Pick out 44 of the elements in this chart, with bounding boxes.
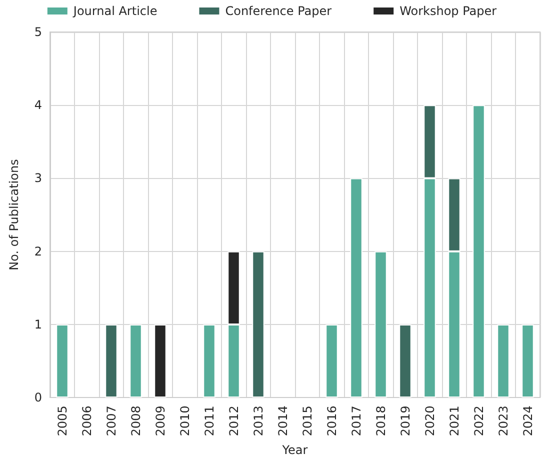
y-axis-title: No. of Publications (7, 159, 21, 270)
bar (154, 324, 166, 398)
x-tick-label: 2009 (153, 406, 168, 436)
legend-label: Journal Article (72, 4, 158, 18)
x-tick-label: 2005 (55, 406, 70, 436)
y-tick-label: 4 (34, 98, 42, 112)
y-tick-label: 5 (34, 25, 42, 39)
bar (399, 324, 412, 398)
bar (326, 324, 338, 398)
x-tick-label: 2024 (520, 406, 535, 436)
bar (130, 324, 142, 398)
legend-label: Workshop Paper (400, 4, 497, 18)
x-tick-label: 2016 (324, 406, 339, 436)
x-tick-label: 2010 (178, 406, 192, 436)
bar (522, 324, 534, 398)
x-tick-label: 2012 (226, 406, 241, 436)
bar (350, 178, 362, 398)
x-tick-label: 2007 (104, 406, 118, 436)
x-tick-label: 2018 (374, 406, 388, 436)
bar (374, 251, 387, 398)
x-tick-label: 2011 (202, 406, 216, 436)
x-tick-label: 2015 (300, 406, 314, 436)
x-tick-label: 2020 (422, 406, 437, 436)
y-tick-label: 1 (34, 317, 42, 332)
bar (105, 324, 118, 398)
bar (472, 105, 485, 398)
bar (203, 324, 216, 398)
y-tick-label: 3 (34, 171, 42, 186)
bar (252, 251, 264, 398)
x-tick-label: 2013 (251, 406, 266, 436)
x-axis-title: Year (281, 443, 308, 457)
x-tick-label: 2022 (472, 406, 486, 436)
x-tick-label: 2023 (496, 406, 510, 436)
y-tick-label: 2 (34, 244, 42, 258)
legend-label: Conference Paper (225, 4, 332, 18)
y-tick-label: 0 (34, 390, 42, 405)
x-tick-label: 2019 (398, 406, 412, 436)
x-tick-label: 2021 (447, 406, 462, 436)
bar (56, 324, 68, 398)
bar (497, 324, 510, 398)
x-tick-label: 2008 (128, 406, 143, 436)
x-tick-label: 2017 (349, 406, 364, 436)
x-tick-label: 2014 (276, 406, 290, 436)
x-tick-label: 2006 (80, 406, 94, 436)
